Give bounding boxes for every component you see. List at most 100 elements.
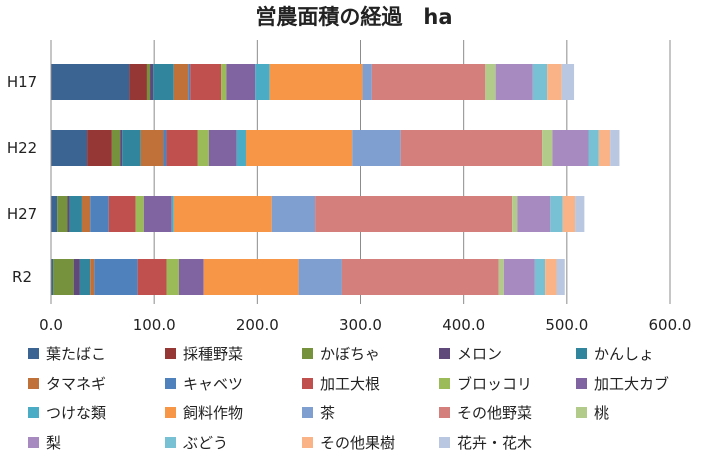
x-tick-label: 100.0 bbox=[133, 316, 176, 334]
bar-segment bbox=[166, 259, 179, 295]
category-label: R2 bbox=[12, 268, 32, 286]
bar-segment bbox=[146, 64, 151, 100]
bar-segment bbox=[53, 259, 74, 295]
bar-segment bbox=[542, 130, 553, 166]
bar-segment bbox=[561, 64, 575, 100]
legend-label: 茶 bbox=[320, 404, 335, 422]
legend-label: メロン bbox=[457, 345, 502, 363]
bar-segment bbox=[562, 196, 576, 232]
bar-segment bbox=[57, 196, 68, 232]
bar-segment bbox=[143, 196, 172, 232]
bar-segment bbox=[171, 196, 174, 232]
bar-segment bbox=[532, 64, 548, 100]
legend-swatch bbox=[302, 348, 313, 359]
bar-segment bbox=[547, 64, 562, 100]
x-tick-label: 400.0 bbox=[442, 316, 485, 334]
legend-item: メロン bbox=[439, 345, 502, 363]
bar-segment bbox=[485, 64, 496, 100]
legend-swatch bbox=[302, 437, 313, 448]
x-tick-label: 0.0 bbox=[39, 316, 63, 334]
legend-label: 加工大カブ bbox=[594, 375, 669, 393]
legend-label: ぶどう bbox=[183, 434, 228, 452]
bar-segment bbox=[271, 196, 316, 232]
bar-segment bbox=[178, 259, 204, 295]
bar-segment bbox=[163, 130, 167, 166]
bar-segment bbox=[94, 259, 138, 295]
bar-segment bbox=[352, 130, 401, 166]
bar-segment bbox=[400, 130, 543, 166]
bar-segment bbox=[108, 196, 136, 232]
bar-segment bbox=[315, 196, 513, 232]
bar-segment bbox=[67, 196, 70, 232]
bar-segment bbox=[598, 130, 611, 166]
bar-segment bbox=[203, 259, 299, 295]
legend-item: 採種野菜 bbox=[165, 345, 243, 363]
bar-segment bbox=[495, 64, 533, 100]
legend-item: かぼちゃ bbox=[302, 345, 380, 363]
x-tick-label: 500.0 bbox=[545, 316, 588, 334]
bar-segment bbox=[150, 64, 154, 100]
bar-segment bbox=[545, 259, 557, 295]
legend-label: かぼちゃ bbox=[320, 345, 380, 363]
bar-segment bbox=[221, 64, 227, 100]
bar-segment bbox=[51, 259, 54, 295]
legend-swatch bbox=[165, 348, 176, 359]
legend-swatch bbox=[302, 378, 313, 389]
category-label: H27 bbox=[7, 205, 37, 223]
legend-item: 飼料作物 bbox=[165, 404, 243, 422]
bar-segment bbox=[371, 64, 486, 100]
legend-swatch bbox=[439, 437, 450, 448]
legend-label: ブロッコリ bbox=[457, 375, 532, 393]
legend-swatch bbox=[576, 407, 587, 418]
bar-segment bbox=[166, 130, 198, 166]
bar-segment bbox=[236, 130, 246, 166]
bar-segment bbox=[188, 64, 191, 100]
legend-item: 葉たばこ bbox=[28, 345, 106, 363]
legend-swatch bbox=[439, 378, 450, 389]
bar-segment bbox=[73, 259, 80, 295]
legend-swatch bbox=[28, 348, 39, 359]
legend-swatch bbox=[439, 407, 450, 418]
legend-swatch bbox=[576, 378, 587, 389]
legend-label: 桃 bbox=[594, 404, 609, 422]
bar-segment bbox=[140, 130, 164, 166]
legend-label: その他野菜 bbox=[457, 404, 532, 422]
bar-segment bbox=[173, 196, 272, 232]
legend-swatch bbox=[28, 378, 39, 389]
bar-segment bbox=[610, 130, 620, 166]
chart-title: 営農面積の経過 ha bbox=[255, 5, 452, 29]
bar-segment bbox=[51, 130, 88, 166]
bars bbox=[51, 64, 620, 295]
legend-swatch bbox=[302, 407, 313, 418]
legend-swatch bbox=[439, 348, 450, 359]
bar-segment bbox=[137, 259, 167, 295]
x-tick-label: 600.0 bbox=[649, 316, 692, 334]
category-label: H17 bbox=[7, 73, 37, 91]
legend-label: その他果樹 bbox=[320, 434, 395, 452]
bar-segment bbox=[588, 130, 599, 166]
legend-item: タマネギ bbox=[28, 375, 106, 393]
legend-item: その他野菜 bbox=[439, 404, 532, 422]
bar-segment bbox=[556, 259, 565, 295]
legend-swatch bbox=[28, 407, 39, 418]
bar-segment bbox=[81, 196, 91, 232]
bar-segment bbox=[362, 64, 372, 100]
bar-segment bbox=[120, 130, 123, 166]
bar-segment bbox=[575, 196, 585, 232]
bar-segment bbox=[51, 196, 58, 232]
bar-segment bbox=[498, 259, 504, 295]
legend-item: 茶 bbox=[302, 404, 335, 422]
legend-swatch bbox=[576, 348, 587, 359]
bar-segment bbox=[90, 196, 109, 232]
legend-label: つけな類 bbox=[46, 404, 106, 422]
legend-label: 加工大根 bbox=[320, 375, 380, 393]
legend-label: 採種野菜 bbox=[183, 345, 243, 363]
legend-item: 桃 bbox=[576, 404, 609, 422]
legend-item: 加工大カブ bbox=[576, 375, 669, 393]
x-tick-label: 300.0 bbox=[339, 316, 382, 334]
legend-item: かんしょ bbox=[576, 345, 654, 363]
legend-item: 花卉・花木 bbox=[439, 434, 532, 452]
bar-segment bbox=[503, 259, 535, 295]
